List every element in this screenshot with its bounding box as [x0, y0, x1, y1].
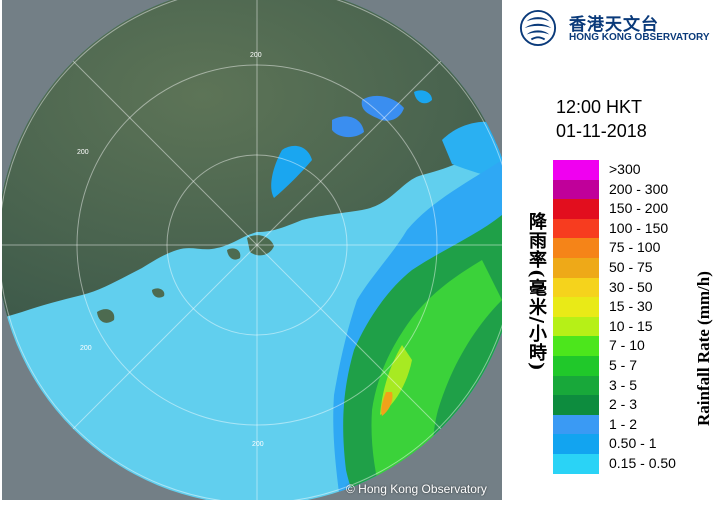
rainfall-legend: >300 200 - 300 150 - 200 100 - 150 75 - 100 5…	[553, 160, 713, 474]
island	[152, 288, 165, 298]
legend-label: 150 - 200	[609, 200, 669, 217]
legend-label: 200 - 300	[609, 180, 669, 197]
legend-row: 30 - 50	[553, 277, 713, 298]
rain-core	[381, 392, 393, 416]
legend-swatch	[553, 238, 599, 258]
logo-english-name: HONG KONG OBSERVATORY	[569, 32, 710, 43]
legend-label: 5 - 7	[609, 356, 638, 373]
legend-swatch	[553, 375, 599, 396]
legend-row: 3 - 5	[553, 375, 713, 396]
hko-logo-icon	[519, 9, 557, 47]
legend-row: 2 - 3	[553, 395, 713, 415]
time-label: 12:00 HKT	[556, 97, 643, 117]
legend-swatch	[553, 218, 599, 239]
legend-label: 10 - 15	[609, 317, 653, 334]
legend-row: 75 - 100	[553, 238, 713, 258]
legend-swatch	[553, 257, 599, 278]
legend-swatch	[553, 277, 599, 298]
legend-row: >300	[553, 160, 713, 180]
legend-row: 0.15 - 0.50	[553, 453, 713, 474]
legend-swatch	[553, 414, 599, 435]
island	[247, 235, 274, 256]
ring-label-north: 200	[250, 52, 262, 59]
legend-label: 7 - 10	[609, 337, 645, 354]
legend-label: 0.50 - 1	[609, 435, 657, 452]
legend-swatch	[553, 297, 599, 317]
rain-echo	[361, 95, 404, 121]
rain-echo	[271, 145, 312, 198]
legend-swatch	[553, 336, 599, 356]
timestamp: 12:00 HKT 01-11-2018	[556, 95, 647, 143]
legend-label: 1 - 2	[609, 415, 638, 432]
legend-swatch	[553, 199, 599, 219]
ring-label-south: 200	[252, 441, 264, 448]
legend-label: 50 - 75	[609, 258, 653, 275]
island	[97, 309, 115, 323]
logo-chinese-name: 香港天文台	[569, 15, 659, 35]
legend-label: 0.15 - 0.50	[609, 454, 676, 471]
legend-label: 2 - 3	[609, 396, 638, 413]
legend-swatch	[553, 160, 599, 180]
legend-row: 200 - 300	[553, 179, 713, 200]
rain-echo	[442, 121, 502, 180]
legend-row: 150 - 200	[553, 199, 713, 219]
legend-label: 3 - 5	[609, 376, 638, 393]
legend-row: 100 - 150	[553, 218, 713, 239]
legend-label: >300	[609, 161, 641, 177]
legend-swatch	[553, 453, 599, 474]
legend-row: 15 - 30	[553, 297, 713, 317]
copyright-notice: © Hong Kong Observatory	[346, 482, 487, 496]
island	[227, 248, 241, 260]
legend-label: 15 - 30	[609, 298, 653, 315]
rain-band	[371, 260, 502, 500]
hko-logo: 香港天文台 HONG KONG OBSERVATORY	[519, 8, 724, 48]
date-label: 01-11-2018	[556, 121, 647, 141]
legend-title-chinese: 降雨率(毫米/小時)	[526, 212, 547, 372]
legend-row: 0.50 - 1	[553, 434, 713, 454]
land-area	[2, 0, 502, 318]
radar-image: 200 200 200 200	[2, 0, 502, 500]
legend-swatch	[553, 434, 599, 454]
legend-label: 30 - 50	[609, 278, 653, 295]
legend-row: 50 - 75	[553, 257, 713, 278]
legend-row: 1 - 2	[553, 414, 713, 435]
legend-label: 100 - 150	[609, 219, 669, 236]
radar-map[interactable]: 200 200 200 200 © Hong Kong Observatory	[2, 0, 502, 500]
range-rings	[2, 0, 502, 500]
legend-swatch	[553, 179, 599, 200]
ring-label-west: 200	[77, 149, 89, 156]
legend-label: 75 - 100	[609, 239, 661, 256]
rain-echo	[414, 90, 432, 104]
legend-swatch	[553, 395, 599, 415]
legend-row: 10 - 15	[553, 316, 713, 337]
legend-swatch	[553, 316, 599, 337]
legend-row: 7 - 10	[553, 336, 713, 356]
legend-swatch	[553, 355, 599, 376]
legend-row: 5 - 7	[553, 355, 713, 376]
ring-label-southwest: 200	[80, 345, 92, 352]
rain-echo	[332, 116, 364, 138]
